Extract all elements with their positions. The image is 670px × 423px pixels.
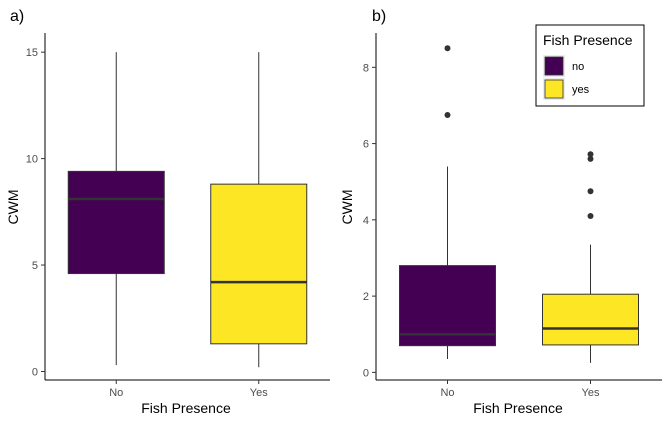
legend: Fish Presence no yes [535,24,645,107]
panel-b-y-tick-label: 8 [363,62,369,74]
panel-a: a) CWM Fish Presence 0 5 10 15 No Yes [5,8,330,416]
panel-a-x-tick-label: Yes [250,387,268,399]
panel-b-label: b) [372,8,386,25]
legend-label-no: no [572,61,584,73]
panel-b-y-tick-label: 2 [363,291,369,303]
panel-b-outlier-point-yes [587,188,594,195]
panel-a-label: a) [10,8,24,25]
panel-b-outlier-point-yes [587,155,594,162]
panel-b-x-axis-title: Fish Presence [473,400,563,416]
panel-b-box-yes [542,293,639,346]
panel-a-box-yes [210,183,308,345]
panel-b-y-tick-label: 6 [363,139,369,151]
legend-key-yes [544,79,564,99]
legend-key-no [544,56,564,76]
panel-b-outlier-point-yes [587,213,594,220]
panel-a-x-axis-title: Fish Presence [141,400,231,416]
legend-label-yes: yes [572,84,590,96]
panel-b-box-no [399,265,496,347]
panel-b-x-tick-label: No [440,387,454,399]
panel-a-y-tick-label: 5 [32,260,38,272]
panel-a-y-tick-label: 15 [26,47,38,59]
panel-a-x-tick-label: No [109,387,123,399]
panel-b-x-tick-label: Yes [582,387,600,399]
panel-a-y-tick-label: 0 [32,366,38,378]
panel-b-y-tick-label: 0 [363,367,369,379]
panel-b-outlier-point-yes [587,151,594,158]
panel-b-outlier-point-no [444,45,451,52]
panel-b-y-axis-title: CWM [339,190,355,225]
panel-b: b) CWM Fish Presence Fish Presence no ye… [339,8,662,416]
legend-title: Fish Presence [543,32,633,48]
panel-b-outlier-point-no [444,111,451,118]
panel-a-y-axis-title: CWM [5,190,21,225]
panel-b-y-tick-label: 4 [363,215,369,227]
panel-a-box-no [67,170,165,275]
panel-a-y-tick-label: 10 [26,154,38,166]
